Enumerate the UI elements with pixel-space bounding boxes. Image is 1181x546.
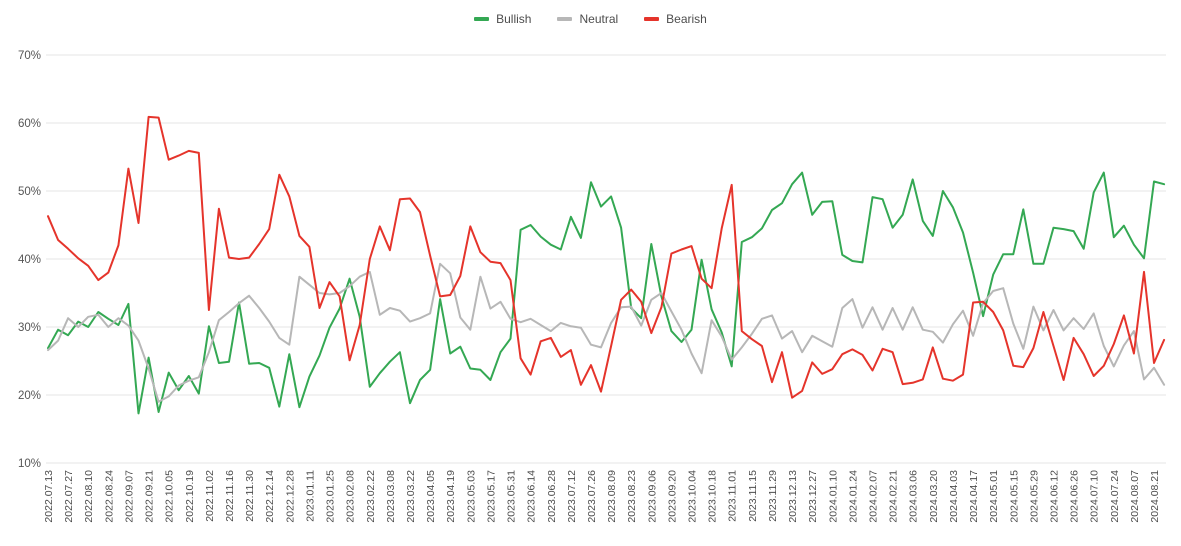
x-axis-tick-label: 2023.09.20	[666, 470, 678, 523]
x-axis-tick-label: 2023.10.18	[707, 470, 719, 523]
x-axis-tick-label: 2022.10.05	[164, 470, 176, 523]
series-line-bullish[interactable]	[47, 171, 1166, 415]
x-axis-tick-label: 2022.11.02	[204, 470, 216, 522]
x-axis-tick-label: 2023.08.23	[626, 470, 638, 523]
x-axis-tick-label: 2023.03.08	[385, 470, 397, 523]
x-axis-tick-label: 2023.07.26	[586, 470, 598, 523]
x-axis-tick-label: 2023.06.28	[546, 470, 558, 523]
y-axis-tick-label: 40%	[18, 254, 41, 266]
y-axis-tick-label: 60%	[18, 118, 41, 130]
x-axis-tick-label: 2023.07.12	[566, 470, 578, 523]
x-axis-tick-label: 2023.05.03	[465, 470, 477, 523]
x-axis-tick-label: 2023.06.14	[526, 470, 538, 523]
y-axis-tick-label: 30%	[18, 322, 41, 334]
x-axis-tick-label: 2022.12.14	[264, 470, 276, 523]
neutral-line-swatch	[557, 17, 573, 21]
series-line-neutral[interactable]	[47, 262, 1166, 403]
x-axis-tick-label: 2022.09.07	[123, 470, 135, 523]
legend-label-bullish: Bullish	[496, 12, 532, 26]
y-axis-tick-label: 10%	[18, 458, 41, 470]
x-axis-tick-label: 2024.05.01	[988, 470, 1000, 523]
x-axis-tick-label: 2022.11.30	[244, 470, 256, 522]
x-axis-tick-label: 2022.11.16	[224, 470, 236, 522]
x-axis-tick-label: 2023.01.25	[325, 470, 337, 523]
legend-item-bullish[interactable]: Bullish	[474, 12, 531, 26]
x-axis-tick-label: 2022.08.24	[103, 470, 115, 523]
x-axis-tick-label: 2023.09.06	[646, 470, 658, 523]
bullish-line-swatch	[474, 17, 490, 21]
x-axis-tick-label: 2024.04.03	[948, 470, 960, 523]
bearish-line-swatch	[644, 17, 660, 21]
x-axis-tick-label: 2023.11.01	[727, 470, 739, 522]
x-axis-tick-label: 2023.12.13	[787, 470, 799, 523]
y-axis-tick-label: 70%	[18, 50, 41, 62]
y-axis-tick-label: 50%	[18, 186, 41, 198]
x-axis-tick-label: 2024.04.17	[968, 470, 980, 523]
x-axis-tick-label: 2022.10.19	[184, 470, 196, 523]
x-axis-tick-label: 2024.05.29	[1028, 470, 1040, 523]
x-axis-tick-label: 2024.03.06	[908, 470, 920, 523]
x-axis-tick-label: 2022.09.21	[144, 470, 156, 523]
x-axis-tick-label: 2023.11.15	[747, 470, 759, 522]
x-axis-tick-label: 2023.02.08	[345, 470, 357, 523]
chart-legend: Bullish Neutral Bearish	[0, 12, 1181, 26]
legend-label-neutral: Neutral	[579, 12, 619, 26]
legend-item-bearish[interactable]: Bearish	[644, 12, 707, 26]
x-axis-tick-label: 2023.02.22	[365, 470, 377, 523]
series-line-bearish[interactable]	[47, 115, 1166, 399]
x-axis-tick-label: 2024.01.10	[827, 470, 839, 523]
x-axis-tick-label: 2024.06.12	[1049, 470, 1061, 523]
x-axis-tick-label: 2023.11.29	[767, 470, 779, 522]
x-axis-tick-label: 2022.12.28	[284, 470, 296, 523]
x-axis-tick-label: 2023.10.04	[687, 470, 699, 523]
x-axis-tick-label: 2024.08.21	[1149, 470, 1161, 523]
x-axis-tick-label: 2024.01.24	[847, 470, 859, 523]
x-axis-tick-label: 2022.07.27	[63, 470, 75, 523]
x-axis-tick-label: 2024.05.15	[1008, 470, 1020, 523]
x-axis-tick-label: 2023.01.11	[304, 470, 316, 522]
x-axis-tick-label: 2023.04.19	[445, 470, 457, 523]
x-axis-tick-label: 2022.08.10	[83, 470, 95, 523]
x-axis-tick-label: 2023.04.05	[425, 470, 437, 523]
x-axis-tick-label: 2022.07.13	[43, 470, 55, 523]
y-axis-tick-label: 20%	[18, 390, 41, 402]
x-axis-tick-label: 2024.03.20	[928, 470, 940, 523]
x-axis-tick-label: 2023.03.22	[405, 470, 417, 523]
x-axis-tick-label: 2024.02.07	[868, 470, 880, 523]
x-axis-tick-label: 2023.05.31	[506, 470, 518, 523]
x-axis-tick-label: 2023.12.27	[807, 470, 819, 523]
x-axis-tick-label: 2024.07.10	[1089, 470, 1101, 523]
x-axis-tick-label: 2024.02.21	[888, 470, 900, 523]
x-axis-tick-label: 2023.05.17	[485, 470, 497, 523]
x-axis-tick-label: 2023.08.09	[606, 470, 618, 523]
legend-label-bearish: Bearish	[666, 12, 707, 26]
legend-item-neutral[interactable]: Neutral	[557, 12, 618, 26]
x-axis-tick-label: 2024.07.24	[1109, 470, 1121, 523]
x-axis-tick-label: 2024.06.26	[1069, 470, 1081, 523]
x-axis-tick-label: 2024.08.07	[1129, 470, 1141, 523]
